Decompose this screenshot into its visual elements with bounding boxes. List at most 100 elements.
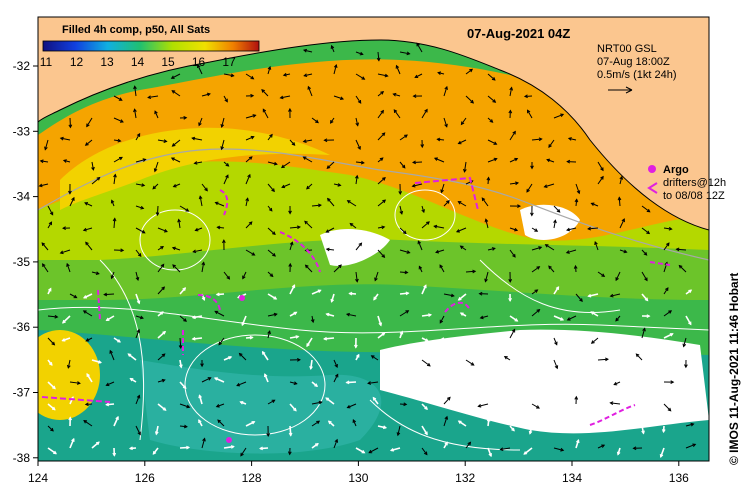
current-arrow <box>135 425 141 436</box>
current-arrow <box>179 359 183 369</box>
current-arrow <box>486 417 491 427</box>
current-arrow <box>531 403 540 409</box>
current-arrow <box>509 130 516 141</box>
plot-area <box>38 17 709 461</box>
current-arrow <box>487 157 498 163</box>
current-arrow <box>59 136 71 141</box>
current-arrow <box>47 205 54 216</box>
current-arrow <box>553 286 560 295</box>
current-arrow <box>355 73 366 80</box>
current-arrow <box>171 139 181 147</box>
current-arrow <box>192 249 203 254</box>
current-arrow <box>303 73 313 78</box>
current-arrow <box>325 397 335 405</box>
current-arrow <box>587 293 599 298</box>
current-arrow <box>675 247 687 252</box>
warm-shelf-region <box>38 59 709 241</box>
current-arrow <box>590 202 599 207</box>
x-axis: 124 126 128 130 132 134 136 <box>28 461 689 485</box>
model-scale: 0.5m/s (1kt 24h) <box>597 69 676 81</box>
current-arrow <box>609 401 621 405</box>
current-arrow <box>201 261 206 273</box>
current-arrow <box>463 161 467 173</box>
current-arrow <box>288 205 292 215</box>
current-arrow <box>157 330 167 339</box>
current-arrow <box>531 352 537 361</box>
current-arrow <box>377 332 386 339</box>
current-arrow <box>348 291 357 296</box>
current-arrow <box>437 71 445 76</box>
current-arrow <box>245 173 251 185</box>
current-arrow <box>597 175 604 185</box>
current-arrow <box>568 336 577 341</box>
current-arrow <box>597 444 606 449</box>
current-arrow <box>154 425 159 436</box>
current-arrow <box>280 161 291 169</box>
y-tick-label: -34 <box>13 190 31 204</box>
current-arrow <box>91 271 100 275</box>
current-arrow <box>487 73 496 81</box>
y-tick-label: -36 <box>13 320 31 334</box>
current-arrow <box>245 114 257 119</box>
current-arrow <box>487 337 495 347</box>
current-arrow <box>217 419 225 427</box>
current-arrow <box>153 161 159 173</box>
current-arrow <box>399 371 404 383</box>
current-arrow <box>575 183 581 195</box>
legend-title: Filled 4h comp, p50, All Sats <box>62 24 210 36</box>
current-arrow <box>685 381 694 390</box>
current-arrow <box>659 447 665 459</box>
current-arrow <box>508 393 513 405</box>
current-arrow <box>267 227 276 236</box>
current-arrow <box>86 373 93 383</box>
current-arrow <box>191 315 203 320</box>
current-arrow <box>479 381 489 386</box>
current-arrow <box>421 205 425 214</box>
current-arrow <box>157 139 168 143</box>
x-tick-label: 124 <box>28 471 48 485</box>
current-arrow <box>171 90 181 97</box>
current-arrow <box>499 447 511 452</box>
current-arrow <box>222 239 226 251</box>
current-arrow <box>509 204 522 208</box>
current-arrow <box>288 425 293 437</box>
current-arrow <box>399 330 404 339</box>
current-arrow <box>443 381 452 386</box>
current-arrow <box>213 377 225 383</box>
current-arrow <box>439 315 445 324</box>
current-arrow <box>200 359 204 368</box>
current-arrow <box>418 265 423 273</box>
scale-arrow-icon <box>608 86 633 94</box>
current-arrow <box>214 201 225 207</box>
current-arrow <box>465 95 475 104</box>
current-arrow <box>41 242 49 251</box>
current-arrow <box>263 373 269 383</box>
current-arrow <box>157 353 166 361</box>
current-arrow <box>44 139 49 151</box>
current-arrow <box>355 242 363 251</box>
current-arrow <box>443 396 451 405</box>
current-arrow <box>113 95 123 101</box>
current-arrow <box>267 293 278 300</box>
current-arrow <box>198 394 203 405</box>
current-arrow <box>349 222 357 229</box>
current-arrow <box>220 117 225 128</box>
current-arrow <box>617 196 622 207</box>
current-arrow <box>157 311 164 317</box>
current-arrow <box>261 350 269 361</box>
current-arrow <box>215 403 225 408</box>
current-arrow <box>531 246 543 251</box>
current-arrow <box>530 161 534 170</box>
ssh-contours <box>38 189 709 451</box>
colorbar-tick-label: 12 <box>70 55 84 69</box>
current-arrow <box>523 447 533 455</box>
current-arrow <box>333 373 339 383</box>
current-arrow <box>179 115 188 120</box>
current-arrow <box>84 402 93 407</box>
colorbar-tick-label: 11 <box>40 55 53 69</box>
current-arrow <box>198 195 203 207</box>
current-arrow <box>245 335 254 340</box>
current-arrow <box>663 226 673 231</box>
y-tick-label: -33 <box>13 124 31 138</box>
current-arrow <box>499 378 511 383</box>
